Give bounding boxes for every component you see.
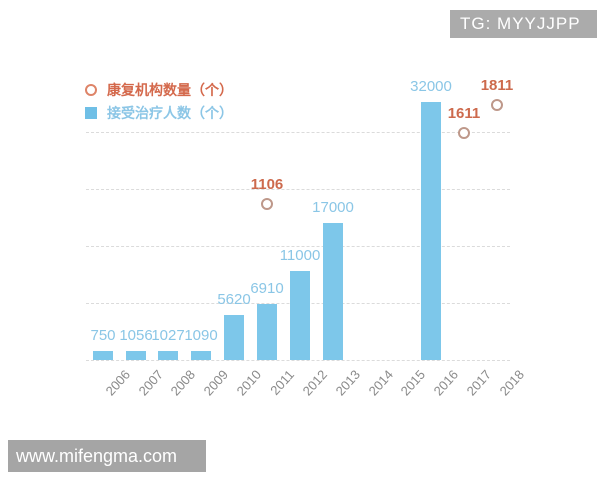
chart-legend: 康复机构数量（个） 接受治疗人数（个） <box>85 78 233 124</box>
gridline <box>86 132 510 133</box>
circle-outline-marker-icon <box>85 83 97 96</box>
bar-2007 <box>126 351 146 360</box>
gridline <box>86 360 510 361</box>
legend-item-patients: 接受治疗人数（个） <box>85 101 233 124</box>
bar-value-2012: 11000 <box>279 247 321 264</box>
bar-value-2016: 32000 <box>410 78 452 95</box>
bar-2013 <box>323 223 343 360</box>
legend-label-patients: 接受治疗人数（个） <box>107 104 233 121</box>
x-axis-label-2012: 2012 <box>299 367 331 399</box>
bar-value-2008: 1027 <box>151 327 185 344</box>
bar-2012 <box>290 271 310 360</box>
bar-2016 <box>421 102 441 360</box>
bar-value-2011: 6910 <box>250 280 284 297</box>
gridline <box>86 246 510 247</box>
square-marker-icon <box>85 106 97 119</box>
bar-2010 <box>224 315 244 360</box>
x-axis-label-2016: 2016 <box>430 367 462 399</box>
watermark: www.mifengma.com <box>8 440 206 472</box>
circle-point-2011 <box>261 198 273 210</box>
bar-value-2007: 1056 <box>119 327 153 344</box>
legend-label-institutions: 康复机构数量（个） <box>107 81 233 98</box>
x-axis-label-2017: 2017 <box>463 367 495 399</box>
legend-item-institutions: 康复机构数量（个） <box>85 78 233 101</box>
bar-value-2006: 750 <box>90 327 116 344</box>
x-axis-label-2011: 2011 <box>267 367 298 398</box>
bar-2009 <box>191 351 211 360</box>
bar-2011 <box>257 304 277 360</box>
bar-2008 <box>158 351 178 360</box>
circle-value-2017: 1611 <box>447 105 481 122</box>
tg-badge: TG: MYYJJPP <box>450 10 597 38</box>
circle-point-2018 <box>491 99 503 111</box>
x-axis-label-2009: 2009 <box>200 367 232 399</box>
x-axis-label-2006: 2006 <box>102 367 134 399</box>
x-axis-label-2010: 2010 <box>233 367 265 399</box>
circle-value-2011: 1106 <box>250 176 284 193</box>
circle-value-2018: 1811 <box>480 77 514 94</box>
bar-value-2013: 17000 <box>312 199 354 216</box>
x-axis-label-2015: 2015 <box>397 367 429 399</box>
x-axis-label-2008: 2008 <box>167 367 199 399</box>
x-axis-label-2007: 2007 <box>135 367 167 399</box>
bar-2006 <box>93 351 113 360</box>
x-axis-label-2018: 2018 <box>496 367 528 399</box>
x-axis-label-2013: 2013 <box>332 367 364 399</box>
x-axis-label-2014: 2014 <box>365 367 397 399</box>
gridline <box>86 189 510 190</box>
bar-value-2009: 1090 <box>184 327 218 344</box>
bar-value-2010: 5620 <box>217 291 251 308</box>
circle-point-2017 <box>458 127 470 139</box>
